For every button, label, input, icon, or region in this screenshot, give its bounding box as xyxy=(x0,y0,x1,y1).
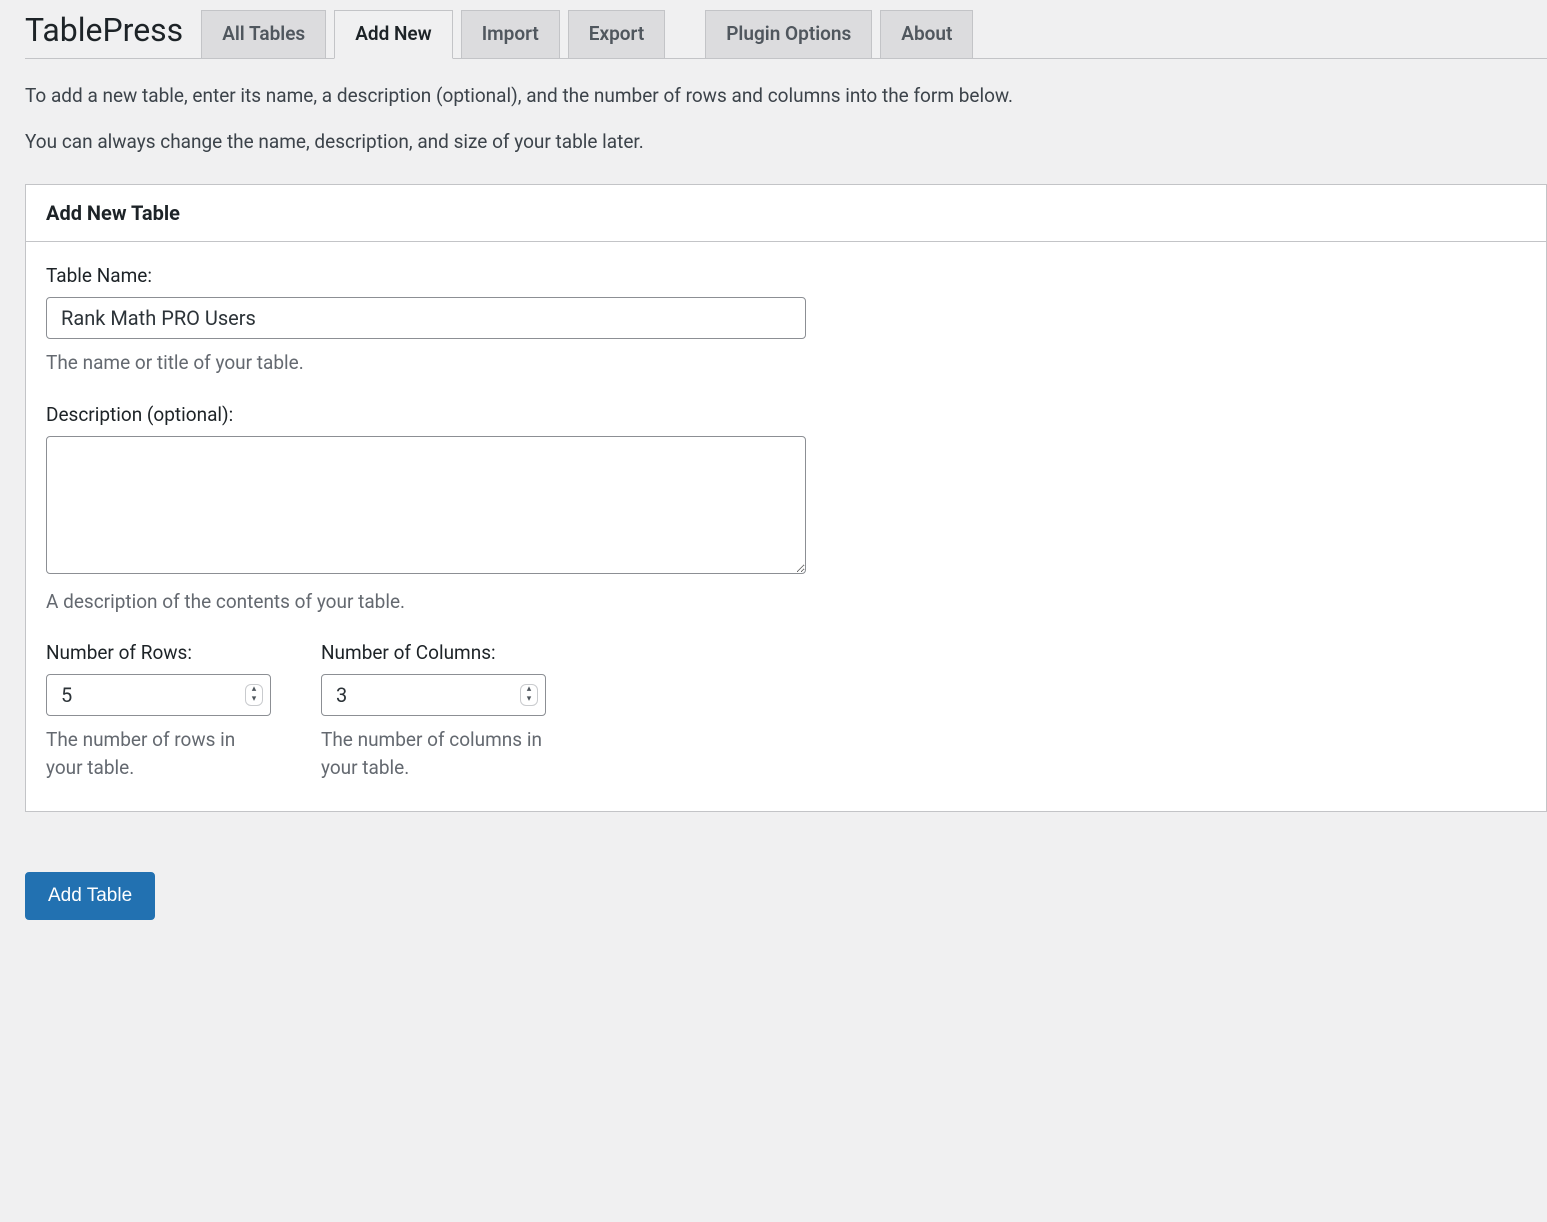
add-table-button[interactable]: Add Table xyxy=(25,872,155,920)
rows-label: Number of Rows: xyxy=(46,641,271,664)
panel-body: Table Name: The name or title of your ta… xyxy=(26,242,1546,811)
tab-add-new[interactable]: Add New xyxy=(334,10,453,59)
table-name-label: Table Name: xyxy=(46,264,1526,287)
columns-stepper[interactable]: ▴ ▾ xyxy=(520,684,538,706)
rows-help: The number of rows in your table. xyxy=(46,726,271,781)
columns-label: Number of Columns: xyxy=(321,641,546,664)
description-help: A description of the contents of your ta… xyxy=(46,588,1526,616)
field-columns: Number of Columns: ▴ ▾ The number of col… xyxy=(321,641,546,781)
columns-input[interactable] xyxy=(321,674,546,716)
chevron-down-icon[interactable]: ▾ xyxy=(521,695,537,705)
rows-input[interactable] xyxy=(46,674,271,716)
columns-help: The number of columns in your table. xyxy=(321,726,546,781)
size-row: Number of Rows: ▴ ▾ The number of rows i… xyxy=(46,641,1526,781)
field-table-name: Table Name: The name or title of your ta… xyxy=(46,264,1526,377)
tab-import[interactable]: Import xyxy=(461,10,560,59)
tab-about[interactable]: About xyxy=(880,10,973,59)
intro-line-2: You can always change the name, descript… xyxy=(25,129,1547,156)
table-name-input[interactable] xyxy=(46,297,806,339)
rows-stepper[interactable]: ▴ ▾ xyxy=(245,684,263,706)
page-header: TablePress All Tables Add New Import Exp… xyxy=(25,10,1547,59)
tab-all-tables[interactable]: All Tables xyxy=(201,10,326,59)
add-new-table-panel: Add New Table Table Name: The name or ti… xyxy=(25,184,1547,812)
chevron-down-icon[interactable]: ▾ xyxy=(246,695,262,705)
field-description: Description (optional): A description of… xyxy=(46,403,1526,616)
intro-text: To add a new table, enter its name, a de… xyxy=(25,83,1547,156)
tab-plugin-options[interactable]: Plugin Options xyxy=(705,10,872,59)
tab-export[interactable]: Export xyxy=(568,10,665,59)
table-name-help: The name or title of your table. xyxy=(46,349,1526,377)
panel-heading: Add New Table xyxy=(46,201,1526,225)
description-label: Description (optional): xyxy=(46,403,1526,426)
field-rows: Number of Rows: ▴ ▾ The number of rows i… xyxy=(46,641,271,781)
nav-tabs: All Tables Add New Import Export Plugin … xyxy=(201,10,973,59)
panel-header: Add New Table xyxy=(26,185,1546,242)
page-title: TablePress xyxy=(25,11,183,49)
intro-line-1: To add a new table, enter its name, a de… xyxy=(25,83,1547,110)
description-input[interactable] xyxy=(46,436,806,574)
